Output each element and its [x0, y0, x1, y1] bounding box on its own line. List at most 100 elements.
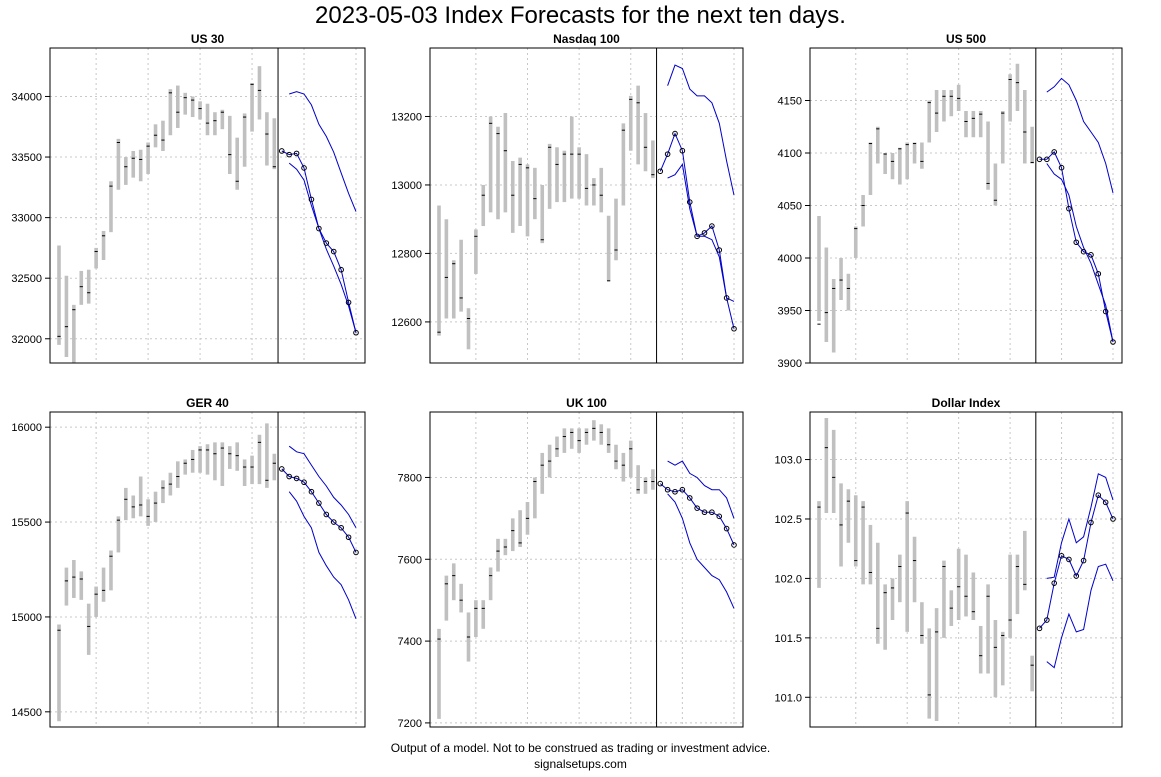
- y-tick-label: 7200: [398, 718, 422, 730]
- panel-frame: [809, 411, 1123, 728]
- y-tick-label: 33000: [11, 213, 42, 225]
- y-tick-label: 4050: [778, 201, 802, 213]
- forecast-point: [679, 147, 686, 154]
- forecast-point: [1088, 252, 1094, 258]
- y-tick-label: 7800: [398, 472, 422, 484]
- forecast-point: [686, 495, 693, 501]
- y-tick-label: 4100: [778, 148, 802, 160]
- forecast-point: [1073, 239, 1080, 246]
- panel-4: 7200 7400 7600 7800 UK 100: [398, 396, 744, 730]
- forecast-lower-line: [288, 162, 357, 333]
- forecast-upper-line: [667, 460, 735, 519]
- forecast-lower-line: [288, 491, 357, 619]
- forecast-point: [694, 233, 700, 240]
- forecast-upper-line: [1046, 473, 1114, 579]
- forecast-mean-line: [659, 483, 735, 546]
- panel-title: US 500: [946, 32, 986, 46]
- panel-title: US 30: [191, 32, 225, 46]
- forecast-mean-line: [1039, 151, 1114, 343]
- forecast-point: [1110, 339, 1116, 345]
- panel-frame: [429, 47, 744, 364]
- forecast-point: [330, 248, 337, 255]
- forecast-mean-line: [281, 150, 357, 333]
- y-tick-label: 7600: [398, 554, 422, 566]
- forecast-point: [1058, 553, 1065, 559]
- y-tick-label: 32000: [11, 334, 42, 346]
- y-tick-label: 15000: [11, 612, 42, 624]
- forecast-point: [293, 475, 300, 482]
- forecast-point: [1051, 149, 1057, 155]
- forecast-point: [345, 534, 352, 541]
- forecast-point: [323, 240, 330, 246]
- forecast-point: [286, 151, 292, 158]
- y-tick-label: 34000: [11, 91, 42, 103]
- y-tick-label: 14500: [11, 707, 42, 719]
- forecast-point: [672, 130, 678, 137]
- panel-frame: [429, 411, 744, 728]
- forecast-point: [1066, 556, 1072, 563]
- forecast-mean-line: [1039, 494, 1114, 629]
- y-tick-label: 3900: [778, 358, 802, 370]
- y-tick-label: 16000: [11, 422, 42, 434]
- forecast-point: [1088, 519, 1094, 526]
- y-tick-label: 103.0: [774, 455, 802, 467]
- forecast-upper-line: [288, 445, 357, 529]
- forecast-point: [1058, 164, 1065, 171]
- forecast-point: [1066, 205, 1072, 212]
- forecast-point: [657, 480, 664, 487]
- forecast-point: [323, 511, 330, 518]
- y-tick-label: 101.0: [774, 692, 802, 704]
- forecast-point: [1102, 308, 1109, 315]
- y-tick-label: 4000: [778, 253, 802, 265]
- forecast-point: [338, 524, 344, 531]
- forecast-point: [1110, 516, 1116, 522]
- y-tick-label: 13200: [391, 111, 422, 123]
- y-tick-label: 101.5: [774, 633, 802, 645]
- forecast-point: [293, 150, 300, 157]
- forecast-point: [664, 486, 671, 493]
- y-tick-label: 3950: [778, 306, 802, 318]
- forecast-point: [1102, 499, 1109, 506]
- forecast-point: [286, 473, 292, 480]
- forecast-lower-line: [1046, 563, 1114, 669]
- forecast-point: [694, 505, 700, 511]
- panel-title: Dollar Index: [932, 396, 1001, 410]
- forecast-point: [701, 230, 708, 236]
- forecast-point: [1080, 248, 1087, 255]
- y-tick-label: 13000: [391, 180, 422, 192]
- forecast-point: [353, 329, 359, 336]
- y-tick-label: 102.5: [774, 514, 802, 526]
- forecast-point: [723, 295, 730, 301]
- forecast-point: [301, 165, 307, 171]
- forecast-point: [278, 148, 285, 154]
- forecast-point: [1044, 156, 1050, 163]
- forecast-point: [330, 519, 337, 525]
- panel-0: 32000 32500 33000 33500 34000 US 30: [11, 32, 366, 364]
- forecast-point: [1036, 625, 1043, 632]
- forecast-point: [308, 488, 315, 495]
- forecast-upper-line: [289, 91, 357, 212]
- forecast-point: [716, 513, 723, 520]
- forecast-mean-line: [659, 132, 735, 329]
- y-tick-label: 15500: [11, 517, 42, 529]
- forecast-upper-line: [1046, 77, 1114, 194]
- y-tick-label: 32500: [11, 273, 42, 285]
- panel-2: 3900 3950 4000 4050 4100 4150 US 500: [778, 32, 1123, 370]
- forecast-point: [1044, 617, 1050, 623]
- forecast-point: [353, 549, 359, 556]
- footer-disclaimer: Output of a model. Not to be construed a…: [390, 741, 771, 755]
- panel-title: UK 100: [566, 396, 607, 410]
- forecast-point: [1080, 557, 1087, 564]
- forecast-point: [316, 225, 322, 232]
- forecast-lower-line: [667, 493, 735, 609]
- forecast-upper-line: [667, 64, 735, 196]
- forecast-point: [1095, 270, 1102, 277]
- main-title: 2023-05-03 Index Forecasts for the next …: [315, 2, 846, 29]
- y-tick-label: 4150: [778, 96, 802, 108]
- forecast-mean-line: [281, 468, 357, 553]
- panel-1: 12600 12800 13000 13200 Nasdaq 100: [391, 32, 744, 364]
- y-tick-label: 7400: [398, 636, 422, 648]
- forecast-lower-line: [1046, 163, 1114, 343]
- forecast-point: [1051, 580, 1057, 586]
